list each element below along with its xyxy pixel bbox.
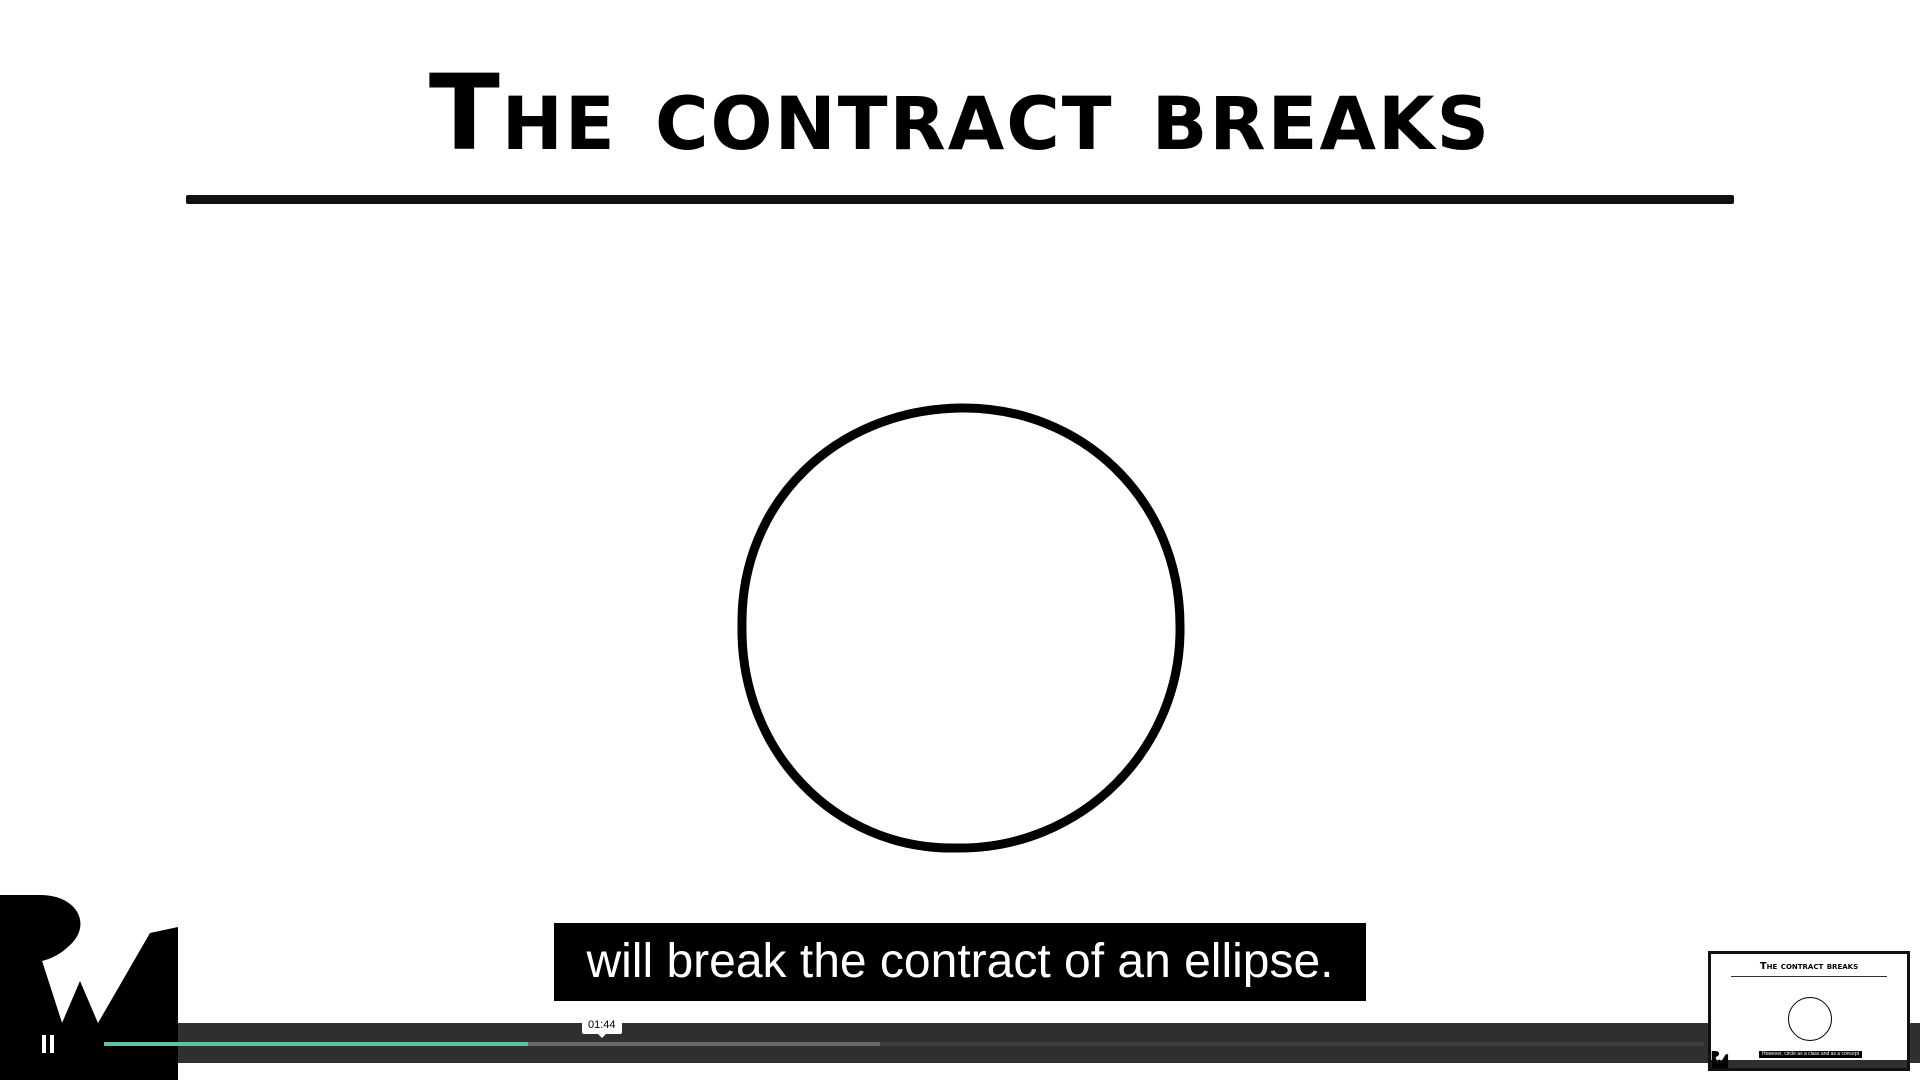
preview-circle-drawing [1788, 997, 1832, 1041]
progress-bar[interactable] [104, 1042, 1704, 1046]
preview-controls-bar [1711, 1060, 1907, 1068]
circle-drawing [737, 403, 1185, 853]
rw-logo-icon [0, 895, 178, 1080]
pause-icon [42, 1035, 46, 1053]
title-underline [186, 195, 1734, 204]
pause-button[interactable] [40, 1035, 56, 1053]
hover-time-tooltip: 01:44 [582, 1016, 622, 1038]
progress-played [104, 1042, 528, 1046]
preview-caption: However, circle as a class and as a conc… [1759, 1051, 1862, 1058]
preview-rw-logo-icon [1711, 1051, 1729, 1068]
scrub-preview-thumbnail: The contract breaks However, circle as a… [1708, 951, 1910, 1071]
subtitle-caption: will break the contract of an ellipse. [554, 923, 1366, 1001]
preview-title: The contract breaks [1759, 961, 1859, 972]
preview-title-underline [1731, 976, 1887, 977]
slide-title: The contract breaks [428, 52, 1492, 174]
